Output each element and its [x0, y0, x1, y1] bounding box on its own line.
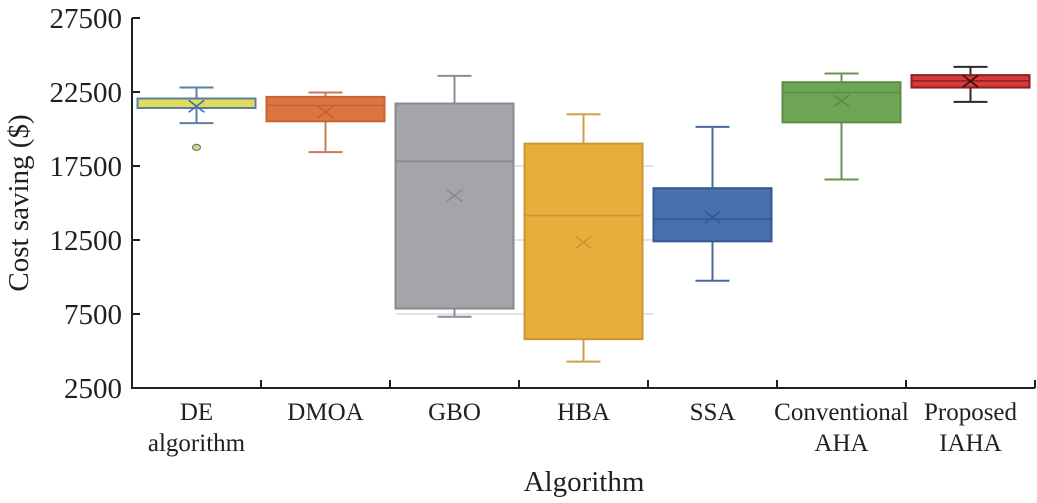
x-tick-label-line: algorithm — [148, 430, 246, 457]
x-tick-label-line: HBA — [557, 399, 610, 426]
x-tick-label-line: Proposed — [924, 399, 1018, 426]
box-dmoa — [265, 91, 386, 154]
y-ticks: 2500 7500 12500 17500 22500 27500 — [50, 3, 140, 405]
box-gbo — [394, 74, 515, 318]
mean-marker — [575, 235, 592, 250]
x-tick-label-line: IAHA — [939, 430, 1002, 457]
x-tick-label: DE algorithm — [148, 399, 246, 457]
x-tick-label-line: GBO — [428, 399, 481, 426]
mean-marker — [833, 94, 850, 108]
axes — [131, 18, 1035, 389]
box-iqr — [781, 81, 902, 124]
mean-marker — [446, 188, 463, 203]
box-proposed-iaha — [910, 65, 1031, 103]
box-de-algorithm — [136, 86, 257, 151]
y-tick-label: 12500 — [50, 225, 123, 257]
box-iqr — [394, 102, 515, 310]
x-tick-label: DMOA — [287, 399, 363, 426]
box-iqr — [652, 187, 773, 243]
x-tick-label-line: DMOA — [287, 399, 363, 426]
x-tick-label: Proposed IAHA — [924, 399, 1018, 457]
x-tick-label-line: Conventional — [774, 399, 909, 426]
box-hba — [523, 113, 644, 363]
y-tick-label: 27500 — [50, 3, 123, 35]
x-ticks: DE algorithm DMOA GBO HBA SSA Conventional AHA P… — [148, 380, 1036, 457]
x-axis-title: Algorithm — [524, 466, 645, 498]
x-tick-label: SSA — [690, 399, 736, 426]
mean-marker — [962, 74, 979, 88]
x-tick-label: HBA — [557, 399, 610, 426]
mean-marker — [188, 99, 205, 113]
x-tick-label: Conventional AHA — [774, 399, 909, 457]
x-tick-label-line: DE — [180, 399, 213, 426]
box-ssa — [652, 125, 773, 282]
x-tick-label-line: SSA — [690, 399, 736, 426]
y-axis-title: Cost saving ($) — [3, 114, 35, 291]
boxes — [136, 65, 1031, 363]
y-tick-label: 22500 — [50, 77, 123, 109]
outlier-point — [191, 143, 202, 151]
x-tick-label: GBO — [428, 399, 481, 426]
x-tick-label-line: AHA — [814, 430, 868, 457]
y-tick-label: 7500 — [64, 299, 122, 331]
mean-marker — [317, 105, 334, 119]
y-tick-label: 17500 — [50, 151, 123, 183]
box-conventional-aha — [781, 72, 902, 181]
box-iqr — [265, 95, 386, 123]
y-tick-label: 2500 — [64, 373, 122, 405]
mean-marker — [704, 210, 721, 224]
